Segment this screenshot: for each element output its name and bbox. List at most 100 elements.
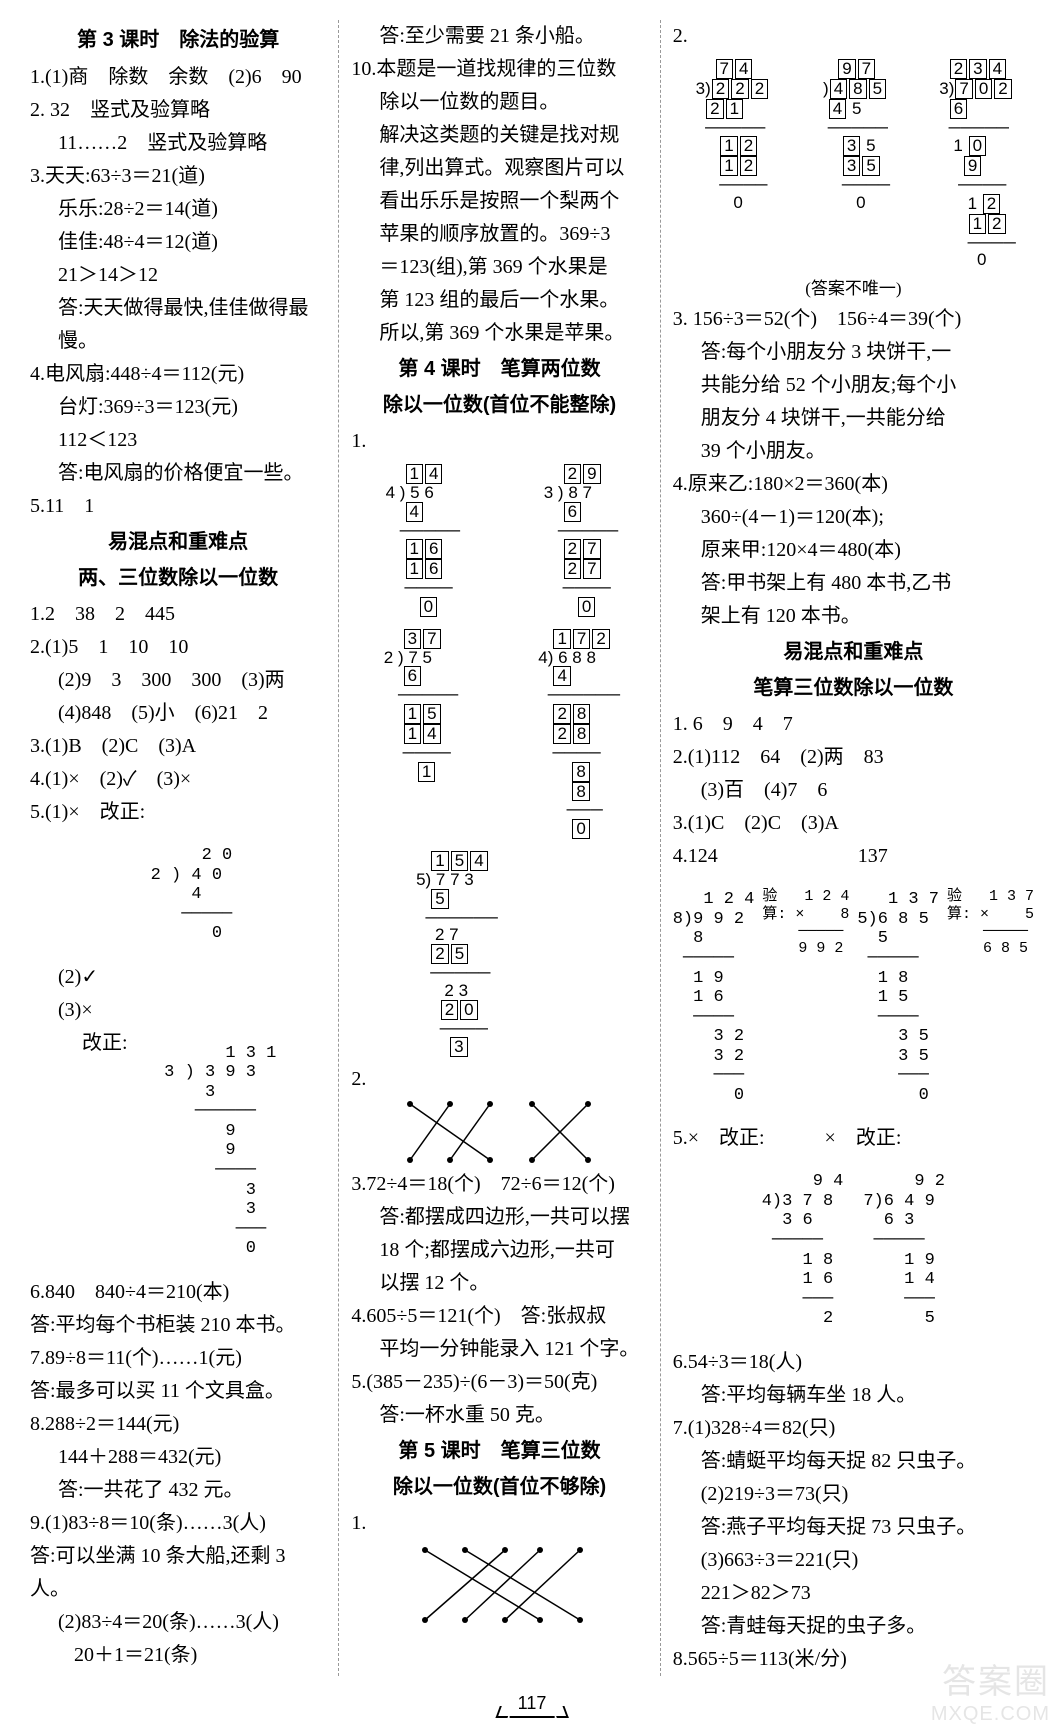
- c1-line: 答:最多可以买 11 个文具盒。: [30, 1375, 326, 1408]
- c2-line: 1.: [351, 1507, 647, 1540]
- c1-line: 佳佳:48÷4＝12(道): [30, 226, 326, 259]
- c1-line: 1.2 38 2 445: [30, 598, 326, 631]
- c2-line: 1.: [351, 425, 647, 458]
- check-124: 验 1 2 4 算: × 8 ───── 9 9 2: [762, 888, 849, 957]
- c2-line: 2.: [351, 1063, 647, 1096]
- c3-line: 39 个小朋友。: [673, 435, 1034, 468]
- c2-fig-row-1: 14 4 ) 5 6 4 ───── 16 16 ──── 0 29 3 ) 8…: [351, 458, 647, 623]
- match-diagram-1: [400, 1096, 500, 1168]
- c2-line: 10.本题是一道找规律的三位数: [351, 53, 647, 86]
- c1-line: 4.(1)× (2)✓ (3)×: [30, 763, 326, 796]
- c3-line: (2)219÷3＝73(只): [673, 1478, 1034, 1511]
- longdiv-124-992: 1 2 4 8)9 9 2 8 ───── 1 9 1 6 ──── 3 2 3…: [673, 890, 755, 1105]
- c1-line: 9.(1)83÷8＝10(条)……3(人): [30, 1507, 326, 1540]
- c2-line: 答:至少需要 21 条小船。: [351, 20, 647, 53]
- c2-line: 5.(385－235)÷(6－3)＝50(克): [351, 1366, 647, 1399]
- column-3: 2. 74 3)222 21 ───── 12 12 ──── 0 97 )48…: [665, 20, 1042, 1676]
- longdiv-37-75: 37 2 ) 7 5 6 ───── 15 14 ──── 1: [379, 629, 458, 782]
- c2-line: 看出乐乐是按照一个梨两个: [351, 185, 647, 218]
- longdiv-94-378: 9 4 4)3 7 8 3 6 ───── 1 8 1 6 ─── 2: [762, 1172, 844, 1328]
- longdiv-92-649: 9 2 7)6 4 9 6 3 ───── 1 9 1 4 ─── 5: [863, 1172, 945, 1328]
- c3-line: 5.× 改正: × 改正:: [673, 1122, 1034, 1155]
- col2-heading-1a: 第 4 课时 笔算两位数: [351, 353, 647, 386]
- c2-line: 3.72÷4＝18(个) 72÷6＝12(个): [351, 1168, 647, 1201]
- c3-line: (3)百 (4)7 6: [673, 774, 1034, 807]
- column-1: 第 3 课时 除法的验算 1.(1)商 除数 余数 (2)6 90 2. 32 …: [22, 20, 334, 1676]
- c1-line: 3.(1)B (2)C (3)A: [30, 730, 326, 763]
- col2-heading-2b: 除以一位数(首位不够除): [351, 1471, 647, 1504]
- c3-line: 2.(1)112 64 (2)两 83: [673, 741, 1034, 774]
- col1-heading-3: 两、三位数除以一位数: [30, 562, 326, 595]
- page-number: 117: [510, 1693, 555, 1718]
- check-137: 验 1 3 7 算: × 5 ───── 6 8 5: [947, 888, 1034, 957]
- c3-line: 答:青蛙每天捉的虫子多。: [673, 1610, 1034, 1643]
- c3-line: 4.原来乙:180×2＝360(本): [673, 468, 1034, 501]
- c1-line: 答:可以坐满 10 条大船,还剩 3 人。: [30, 1540, 326, 1606]
- c1-line: (3)×: [30, 994, 326, 1027]
- longdiv-172-688: 172 4) 6 8 8 4 ────── 28 28 ──── 8 8 ───…: [534, 629, 620, 839]
- c3-line: 答:平均每辆车坐 18 人。: [673, 1379, 1034, 1412]
- c1-line: (2)✓: [30, 961, 326, 994]
- col1-heading-1: 第 3 课时 除法的验算: [30, 24, 326, 57]
- c2-line: 除以一位数的题目。: [351, 86, 647, 119]
- c2-line: 第 123 组的最后一个水果。: [351, 284, 647, 317]
- c3-line: (3)663÷3＝221(只): [673, 1544, 1034, 1577]
- column-2: 答:至少需要 21 条小船。 10.本题是一道找规律的三位数 除以一位数的题目。…: [343, 20, 655, 1676]
- c2-line: 以摆 12 个。: [351, 1267, 647, 1300]
- longdiv-74-222: 74 3)222 21 ───── 12 12 ──── 0: [691, 59, 769, 212]
- c2-matching-fig: [351, 1096, 647, 1168]
- c3-fig-row-1: 74 3)222 21 ───── 12 12 ──── 0 97 )485 4…: [673, 53, 1034, 275]
- col2-heading-2a: 第 5 课时 笔算三位数: [351, 1435, 647, 1468]
- c1-longdiv-1: 2 0 2 ) 4 0 4 ───── 0: [120, 846, 326, 944]
- c3-line: 答:燕子平均每天捉 73 只虫子。: [673, 1511, 1034, 1544]
- c3-note: (答案不唯一): [673, 275, 1034, 303]
- c1-line: 答:电风扇的价格便宜一些。: [30, 457, 326, 490]
- c3-line: 4.124 137: [673, 840, 1034, 873]
- c1-line: 答:平均每个书柜装 210 本书。: [30, 1309, 326, 1342]
- longdiv-29-87: 29 3 ) 8 7 6 ───── 27 27 ──── 0: [539, 464, 618, 617]
- col3-heading-1: 易混点和重难点: [673, 636, 1034, 669]
- c3-line: 3.(1)C (2)C (3)A: [673, 807, 1034, 840]
- page-root: 第 3 课时 除法的验算 1.(1)商 除数 余数 (2)6 90 2. 32 …: [0, 0, 1064, 1736]
- c1-line: 144＋288＝432(元): [30, 1441, 326, 1474]
- c3-fig-row-2: 1 2 4 8)9 9 2 8 ───── 1 9 1 6 ──── 3 2 3…: [673, 873, 1034, 1122]
- c3-line: 7.(1)328÷4＝82(只): [673, 1412, 1034, 1445]
- col3-heading-2: 笔算三位数除以一位数: [673, 672, 1034, 705]
- c2-line: 平均一分钟能录入 121 个字。: [351, 1333, 647, 1366]
- c2-line: 答:一杯水重 50 克。: [351, 1399, 647, 1432]
- c1-line: 5.(1)× 改正:: [30, 796, 326, 829]
- c1-line: 2.(1)5 1 10 10: [30, 631, 326, 664]
- c3-line: 3. 156÷3＝52(个) 156÷4＝39(个): [673, 303, 1034, 336]
- c2-line: 苹果的顺序放置的。369÷3: [351, 218, 647, 251]
- c2-line: ＝123(组),第 369 个水果是: [351, 251, 647, 284]
- c1-line: 7.89÷8＝11(个)……1(元): [30, 1342, 326, 1375]
- c3-line: 答:每个小朋友分 3 块饼干,一: [673, 336, 1034, 369]
- c3-line: 架上有 120 本书。: [673, 600, 1034, 633]
- c3-line: 共能分给 52 个小朋友;每个小: [673, 369, 1034, 402]
- c1-line: 2. 32 竖式及验算略: [30, 94, 326, 127]
- c3-line: 221＞82＞73: [673, 1577, 1034, 1610]
- c3-line: 1. 6 9 4 7: [673, 708, 1034, 741]
- c1-line: 1.(1)商 除数 余数 (2)6 90: [30, 61, 326, 94]
- c2-line: 18 个;都摆成六边形,一共可: [351, 1234, 647, 1267]
- column-divider-1: [338, 20, 339, 1676]
- c1-longdiv-2: 1 3 1 3 ) 3 9 3 3 ────── 9 9 ──── 3 3 ──…: [134, 1044, 277, 1259]
- c1-line: 乐乐:28÷2＝14(道): [30, 193, 326, 226]
- col2-heading-1b: 除以一位数(首位不能整除): [351, 389, 647, 422]
- c3-fig-row-3: 9 4 4)3 7 8 3 6 ───── 1 8 1 6 ─── 2 9 2 …: [673, 1155, 1034, 1345]
- c1-line: 8.288÷2＝144(元): [30, 1408, 326, 1441]
- longdiv-14-56: 14 4 ) 5 6 4 ───── 16 16 ──── 0: [381, 464, 460, 617]
- longdiv-137-685: 1 3 7 5)6 8 5 5 ───── 1 8 1 5 ──── 3 5 3…: [857, 890, 939, 1105]
- match-diagram-2: [520, 1096, 600, 1168]
- column-divider-2: [660, 20, 661, 1676]
- c3-line: 360÷(4－1)＝120(本);: [673, 501, 1034, 534]
- c1-line: 112＜123: [30, 424, 326, 457]
- c2-line: 答:都摆成四边形,一共可以摆: [351, 1201, 647, 1234]
- c1-correction-label: 改正:: [82, 1027, 128, 1060]
- c1-line: 21＞14＞12: [30, 259, 326, 292]
- col1-heading-2: 易混点和重难点: [30, 526, 326, 559]
- c1-line: (2)9 3 300 300 (3)两: [30, 664, 326, 697]
- c1-line: (2)83÷4＝20(条)……3(人): [30, 1606, 326, 1639]
- longdiv-97-485: 97 )485 4 5 ───── 3 5 35 ──── 0: [814, 59, 891, 212]
- c2-fig-row-2: 37 2 ) 7 5 6 ───── 15 14 ──── 1 172 4) 6…: [351, 623, 647, 845]
